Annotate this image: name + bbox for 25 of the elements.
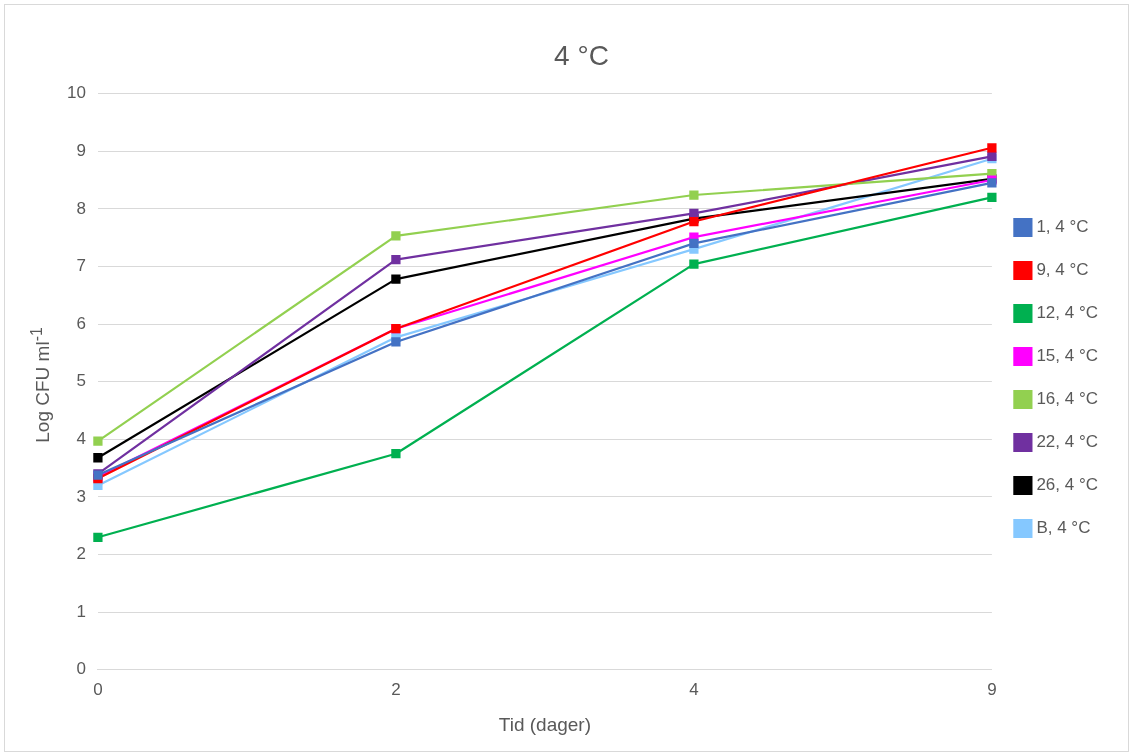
legend-label: 9, 4 °C <box>1036 260 1089 280</box>
y-tick-label: 4 <box>76 429 86 449</box>
x-tick-label: 9 <box>987 679 997 699</box>
y-tick-label: 2 <box>76 544 86 564</box>
y-tick-label: 9 <box>76 140 86 160</box>
legend-label: 15, 4 °C <box>1036 346 1098 366</box>
y-tick-label: 3 <box>76 486 86 506</box>
y-tick-label: 5 <box>76 371 86 391</box>
y-tick-label: 6 <box>76 313 86 333</box>
legend-label: 22, 4 °C <box>1036 432 1098 452</box>
legend-label: 12, 4 °C <box>1036 303 1098 323</box>
y-tick-label: 1 <box>76 601 86 621</box>
legend-label: 16, 4 °C <box>1036 389 1098 409</box>
y-tick-label: 8 <box>76 198 86 218</box>
x-tick-label: 2 <box>391 679 401 699</box>
y-tick-label: 10 <box>66 83 86 103</box>
legend-label: 26, 4 °C <box>1036 475 1098 495</box>
y-tick-label: 0 <box>76 659 86 679</box>
legend-label: 1, 4 °C <box>1036 217 1089 237</box>
x-tick-label: 0 <box>93 679 103 699</box>
x-tick-label: 4 <box>689 679 699 699</box>
legend-label: B, 4 °C <box>1036 518 1091 538</box>
y-tick-label: 7 <box>76 256 86 276</box>
chart-title: 4 °C <box>554 39 609 71</box>
x-axis-title: Tid (dager) <box>498 713 592 735</box>
